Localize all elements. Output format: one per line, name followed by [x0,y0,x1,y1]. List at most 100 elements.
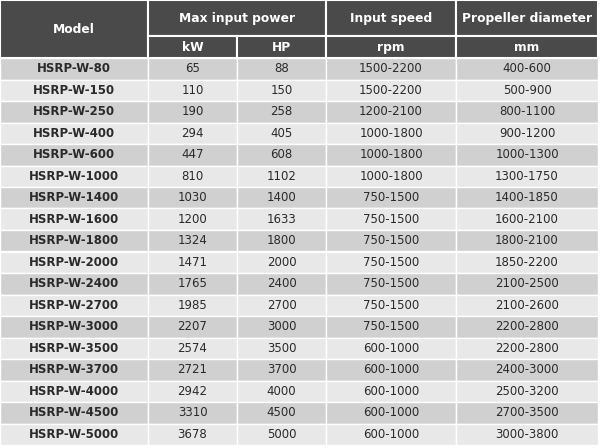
Text: HSRP-W-1000: HSRP-W-1000 [29,170,119,183]
Bar [237,294,326,316]
Bar [0,208,148,230]
Text: 3700: 3700 [266,363,296,376]
Text: 1200: 1200 [178,213,208,226]
Bar [456,337,598,359]
Bar [237,380,326,402]
Bar [326,144,456,165]
Text: 190: 190 [181,105,203,118]
Text: 110: 110 [181,84,203,97]
Bar [0,423,148,445]
Text: 1765: 1765 [178,277,208,290]
Bar [148,79,237,101]
Text: 65: 65 [185,62,200,75]
Bar [456,316,598,337]
Bar [326,423,456,445]
Bar [0,230,148,251]
Bar [237,423,326,445]
Bar [326,165,456,187]
Text: 600-1000: 600-1000 [363,406,419,419]
Text: 2200-2800: 2200-2800 [495,320,559,333]
Bar [148,402,237,423]
Text: 2000: 2000 [266,256,296,269]
Text: 2400-3000: 2400-3000 [495,363,559,376]
Bar [326,208,456,230]
Bar [0,294,148,316]
Text: 2574: 2574 [178,342,208,355]
Text: HSRP-W-1800: HSRP-W-1800 [29,234,119,247]
Text: 3000: 3000 [267,320,296,333]
Text: HSRP-W-3000: HSRP-W-3000 [29,320,119,333]
Text: 400-600: 400-600 [503,62,551,75]
Bar [148,316,237,337]
Text: 1324: 1324 [178,234,208,247]
Bar [456,273,598,294]
Text: HSRP-W-250: HSRP-W-250 [33,105,115,118]
Text: 2100-2500: 2100-2500 [495,277,559,290]
Bar [326,337,456,359]
Bar [326,0,456,36]
Bar [456,294,598,316]
Bar [0,402,148,423]
Text: HSRP-W-150: HSRP-W-150 [33,84,115,97]
Bar [148,294,237,316]
Bar [0,144,148,165]
Text: 1200-2100: 1200-2100 [359,105,423,118]
Text: 3310: 3310 [178,406,208,419]
Text: HSRP-W-3500: HSRP-W-3500 [29,342,119,355]
Bar [456,0,598,36]
Bar [456,380,598,402]
Text: 4000: 4000 [266,385,296,398]
Text: HSRP-W-4500: HSRP-W-4500 [29,406,119,419]
Text: HSRP-W-4000: HSRP-W-4000 [29,385,119,398]
Bar [326,79,456,101]
Bar [148,251,237,273]
Text: Input speed: Input speed [350,12,432,25]
Text: 150: 150 [271,84,293,97]
Bar [237,187,326,208]
Text: 3500: 3500 [267,342,296,355]
Bar [456,79,598,101]
Bar [237,144,326,165]
Bar [237,337,326,359]
Text: 750-1500: 750-1500 [363,320,419,333]
Text: 4500: 4500 [266,406,296,419]
Bar [148,58,237,79]
Text: 2721: 2721 [178,363,208,376]
Bar [148,208,237,230]
Text: HSRP-W-5000: HSRP-W-5000 [29,428,119,441]
Bar [0,359,148,380]
Text: 600-1000: 600-1000 [363,342,419,355]
Text: 1633: 1633 [266,213,296,226]
Bar [456,402,598,423]
Text: rpm: rpm [377,40,405,53]
Bar [0,380,148,402]
Text: 750-1500: 750-1500 [363,256,419,269]
Bar [456,58,598,79]
Bar [456,36,598,58]
Text: 750-1500: 750-1500 [363,213,419,226]
Bar [148,165,237,187]
Bar [148,0,326,36]
Text: 750-1500: 750-1500 [363,277,419,290]
Text: 2400: 2400 [266,277,296,290]
Text: 2100-2600: 2100-2600 [495,299,559,312]
Bar [148,101,237,122]
Text: HSRP-W-1400: HSRP-W-1400 [29,191,119,204]
Bar [0,187,148,208]
Text: Propeller diameter: Propeller diameter [462,12,592,25]
Bar [326,230,456,251]
Bar [237,79,326,101]
Bar [148,187,237,208]
Text: Model: Model [53,22,95,35]
Text: 2200-2800: 2200-2800 [495,342,559,355]
Bar [237,165,326,187]
Bar [0,273,148,294]
Bar [237,273,326,294]
Text: 750-1500: 750-1500 [363,299,419,312]
Bar [148,359,237,380]
Bar [0,0,148,58]
Bar [326,402,456,423]
Text: 2207: 2207 [178,320,208,333]
Text: 1471: 1471 [178,256,208,269]
Text: HSRP-W-3700: HSRP-W-3700 [29,363,119,376]
